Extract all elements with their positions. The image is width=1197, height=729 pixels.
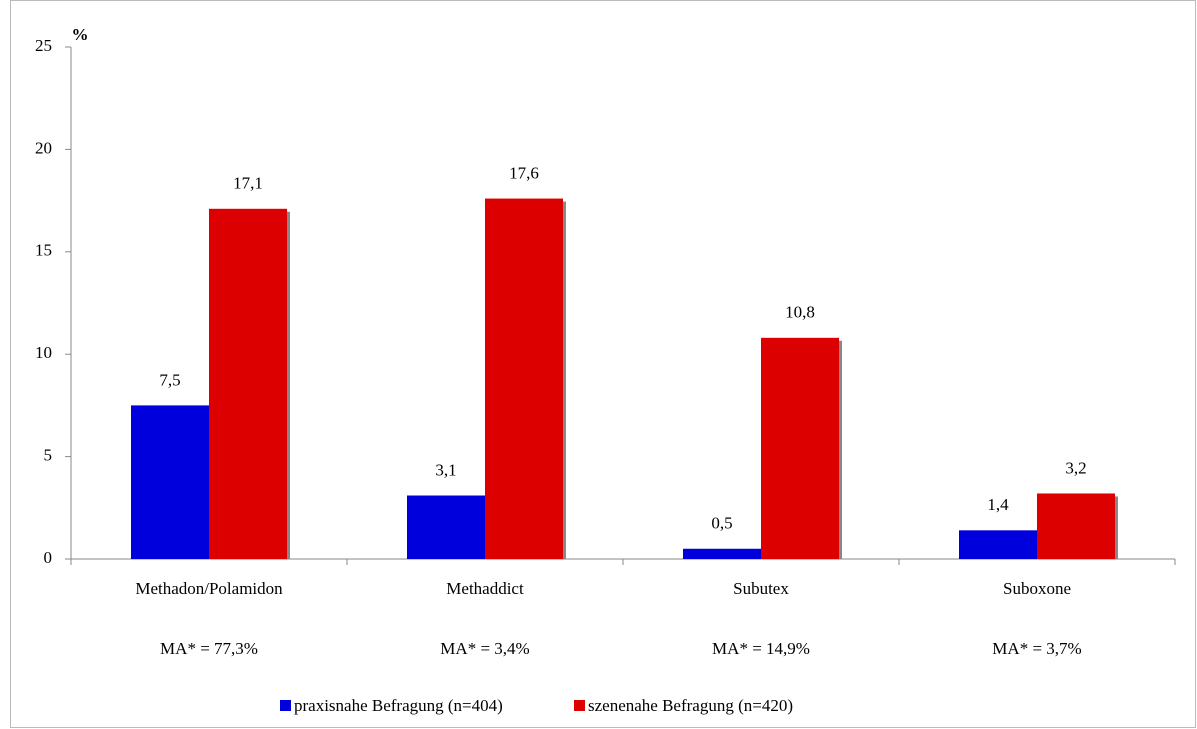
bar <box>209 208 287 560</box>
y-tick-label: 0 <box>44 548 53 567</box>
y-tick-label: 5 <box>44 446 53 465</box>
bar <box>683 548 761 559</box>
chart-border <box>10 0 1196 728</box>
annotation: MA* = 77,3% <box>160 639 258 658</box>
value-label: 1,4 <box>987 495 1009 514</box>
x-tick-label: Methadon/Polamidon <box>135 579 283 598</box>
legend-swatch <box>280 700 291 711</box>
y-tick-label: 10 <box>35 343 52 362</box>
y-tick-label: 25 <box>35 36 52 55</box>
legend-label: praxisnahe Befragung (n=404) <box>294 696 503 715</box>
value-label: 3,2 <box>1065 458 1086 477</box>
bar <box>131 405 209 559</box>
x-tick-label: Methaddict <box>446 579 524 598</box>
y-tick-label: 20 <box>35 138 52 157</box>
x-tick-label: Subutex <box>733 579 789 598</box>
bar <box>959 530 1037 559</box>
legend-label: szenenahe Befragung (n=420) <box>588 696 793 715</box>
bar <box>407 495 485 559</box>
annotation: MA* = 14,9% <box>712 639 810 658</box>
legend-swatch <box>574 700 585 711</box>
annotation: MA* = 3,7% <box>992 639 1081 658</box>
value-label: 17,6 <box>509 163 539 182</box>
bar <box>1037 493 1115 559</box>
value-label: 17,1 <box>233 174 263 193</box>
y-tick-label: 15 <box>35 241 52 260</box>
annotation: MA* = 3,4% <box>440 639 529 658</box>
bar <box>761 337 839 559</box>
value-label: 3,1 <box>435 460 456 479</box>
value-label: 0,5 <box>711 514 732 533</box>
bar <box>485 198 563 559</box>
value-label: 7,5 <box>159 370 180 389</box>
y-axis-label: % <box>72 25 89 44</box>
value-label: 10,8 <box>785 303 815 322</box>
x-tick-label: Suboxone <box>1003 579 1071 598</box>
